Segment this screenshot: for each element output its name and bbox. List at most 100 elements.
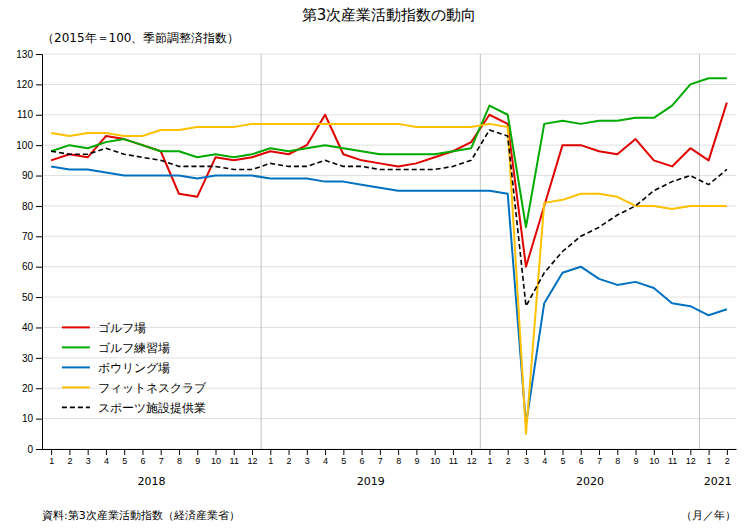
y-tick-mark <box>36 327 42 328</box>
x-tick: 2 <box>67 449 72 466</box>
y-tick-label: 130 <box>16 49 33 60</box>
y-tick-label: 40 <box>22 322 34 333</box>
legend: ゴルフ場ゴルフ練習場ボウリング場フィットネスクラブスポーツ施設提供業 <box>62 321 207 415</box>
year-label: 2020 <box>576 475 604 488</box>
series-line <box>51 166 727 424</box>
y-tick-label: 70 <box>22 231 34 242</box>
y-tick-label: 120 <box>16 79 33 90</box>
y-tick-label: 60 <box>22 261 34 272</box>
x-tick: 10 <box>211 449 221 466</box>
x-tick-label: 8 <box>615 456 620 466</box>
x-tick: 8 <box>615 449 620 466</box>
x-tick-label: 10 <box>649 456 659 466</box>
x-tick: 2 <box>725 449 730 466</box>
x-tick-mark <box>325 449 326 455</box>
x-tick: 2 <box>287 449 292 466</box>
legend-label: スポーツ施設提供業 <box>98 401 206 415</box>
x-tick-label: 8 <box>177 456 182 466</box>
x-tick: 6 <box>140 449 145 466</box>
year-separator <box>480 54 481 449</box>
x-tick: 4 <box>323 449 328 466</box>
x-tick-label: 9 <box>195 456 200 466</box>
x-tick-label: 7 <box>597 456 602 466</box>
x-tick: 5 <box>560 449 565 466</box>
legend-label: ボウリング場 <box>98 361 170 375</box>
grid-line <box>42 297 736 298</box>
x-tick-label: 1 <box>707 456 712 466</box>
x-tick-mark <box>416 449 417 455</box>
year-labels: 2018201920202021 <box>138 475 732 488</box>
x-tick-mark <box>489 449 490 455</box>
legend-item: スポーツ施設提供業 <box>62 401 206 415</box>
y-axis-line <box>36 55 43 450</box>
x-tick: 6 <box>360 449 365 466</box>
y-tick-label: 90 <box>22 170 34 181</box>
y-tick-label: 30 <box>22 353 34 364</box>
x-tick-mark <box>435 449 436 455</box>
y-tick: 30 <box>22 353 42 364</box>
legend-swatch <box>62 407 90 409</box>
year-label: 2021 <box>704 475 732 488</box>
x-tick: 11 <box>230 449 239 466</box>
x-tick: 12 <box>686 449 696 466</box>
y-tick-mark <box>36 176 42 177</box>
x-tick: 7 <box>159 449 164 466</box>
x-tick: 10 <box>649 449 659 466</box>
grid-line <box>42 236 736 237</box>
y-tick-label: 110 <box>17 109 33 120</box>
x-tick: 1 <box>487 449 492 466</box>
year-separator <box>261 54 262 449</box>
x-tick: 9 <box>414 449 419 466</box>
x-tick: 3 <box>86 449 91 466</box>
year-label: 2018 <box>138 475 166 488</box>
x-tick-label: 6 <box>140 456 145 466</box>
x-tick-mark <box>617 449 618 455</box>
x-tick: 9 <box>195 449 200 466</box>
y-axis: 0102030405060708090100110120130 <box>16 49 42 455</box>
grid-line <box>42 266 736 267</box>
x-tick-mark <box>69 449 70 455</box>
y-tick: 130 <box>16 49 42 60</box>
x-tick-mark <box>142 449 143 455</box>
x-tick-mark <box>106 449 107 455</box>
x-tick-label: 12 <box>248 456 258 466</box>
x-tick: 3 <box>524 449 529 466</box>
y-tick-label: 100 <box>16 140 33 151</box>
legend-item: フィットネスクラブ <box>62 381 207 395</box>
y-tick: 20 <box>22 383 42 394</box>
x-tick-label: 5 <box>341 456 346 466</box>
x-tick-label: 12 <box>686 456 696 466</box>
x-tick-label: 2 <box>725 456 730 466</box>
y-tick-mark <box>36 388 42 389</box>
x-tick: 7 <box>378 449 383 466</box>
x-axis: 1234567891011121234567891011121234567891… <box>43 449 737 466</box>
y-tick-mark <box>36 145 42 146</box>
grid-line <box>42 449 736 450</box>
legend-swatch <box>62 386 90 388</box>
x-tick-mark <box>654 449 655 455</box>
x-tick: 3 <box>305 449 310 466</box>
y-tick-label: 0 <box>27 444 33 455</box>
x-tick-mark <box>526 449 527 455</box>
x-tick-mark <box>508 449 509 455</box>
x-tick: 2 <box>506 449 511 466</box>
legend-label: ゴルフ練習場 <box>98 341 170 355</box>
y-tick-mark <box>36 115 42 116</box>
x-tick: 8 <box>177 449 182 466</box>
x-tick-label: 1 <box>268 456 273 466</box>
x-tick: 4 <box>104 449 109 466</box>
x-tick: 4 <box>542 449 547 466</box>
y-tick-label: 80 <box>22 201 34 212</box>
x-tick-mark <box>581 449 582 455</box>
series-line <box>51 130 727 306</box>
x-tick-mark <box>727 449 728 455</box>
y-tick: 60 <box>22 261 42 272</box>
y-tick: 40 <box>22 322 42 333</box>
x-tick-label: 2 <box>287 456 292 466</box>
year-separator <box>699 54 700 449</box>
x-tick: 12 <box>248 449 258 466</box>
x-tick: 1 <box>49 449 54 466</box>
chart: 0102030405060708090100110120130123456789… <box>0 0 756 529</box>
x-tick-mark <box>343 449 344 455</box>
grid-line <box>42 54 736 55</box>
